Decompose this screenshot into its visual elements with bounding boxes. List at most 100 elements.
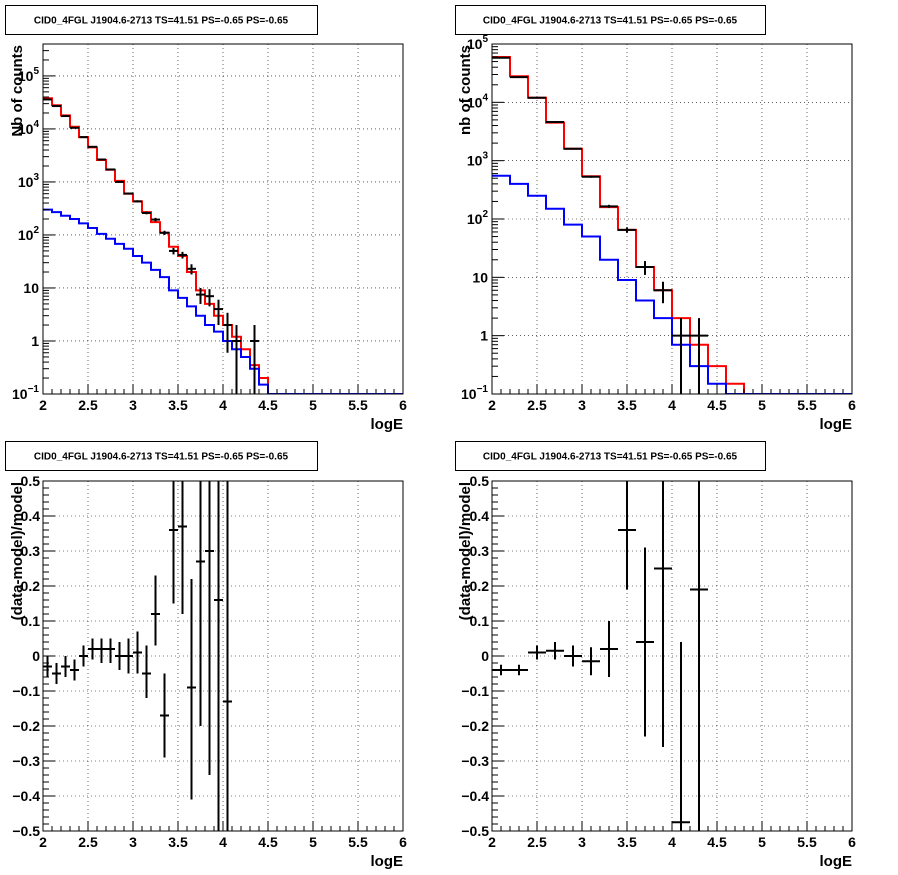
data-point — [654, 481, 672, 747]
plot-area — [43, 97, 403, 394]
data-point — [169, 247, 178, 255]
chart-title: CID0_4FGL J1904.6-2713 TS=41.51 PS=-0.65… — [34, 16, 289, 27]
data-point — [618, 227, 636, 233]
data-point — [510, 76, 528, 79]
x-tick-label: 5 — [309, 397, 317, 413]
x-tick-label: 3.5 — [168, 397, 188, 413]
y-tick-label: −0.5 — [12, 823, 40, 839]
histogram-series-2 — [492, 174, 852, 394]
y-tick-label: 0.1 — [21, 613, 41, 629]
chart-title: CID0_4FGL J1904.6-2713 TS=41.51 PS=-0.65… — [483, 452, 738, 463]
x-tick-label: 3 — [578, 397, 586, 413]
y-axis-title: (data-model)/model — [457, 482, 474, 620]
histogram-series-1 — [43, 97, 403, 394]
plot-area — [492, 481, 708, 831]
y-tick-label: 0 — [481, 648, 489, 664]
data-point — [52, 663, 61, 684]
y-tick-label: 1 — [480, 328, 488, 344]
y-tick-label: 102 — [18, 225, 40, 243]
data-point — [115, 642, 124, 670]
data-point — [115, 180, 124, 183]
data-point — [564, 645, 582, 667]
x-tick-label: 5 — [758, 834, 766, 850]
x-tick-label: 3 — [129, 834, 137, 850]
data-point — [690, 481, 708, 831]
y-tick-label: 102 — [467, 209, 489, 227]
data-point — [61, 656, 70, 677]
data-point — [160, 230, 169, 235]
data-point — [106, 168, 115, 171]
data-point — [43, 98, 52, 101]
data-point — [178, 481, 187, 614]
x-axis-title: logE — [820, 416, 853, 433]
x-tick-label: 2 — [39, 397, 47, 413]
x-tick-label: 4.5 — [707, 834, 727, 850]
y-tick-label: 0 — [32, 648, 40, 664]
plot-area — [43, 481, 232, 831]
y-tick-label: 10 — [23, 280, 39, 296]
x-tick-label: 5 — [309, 834, 317, 850]
x-tick-label: 2 — [488, 834, 496, 850]
data-point — [564, 147, 582, 150]
data-point — [654, 281, 672, 304]
x-tick-label: 6 — [848, 834, 856, 850]
chart-panel-3: CID0_4FGL J1904.6-2713 TS=41.51 PS=-0.65… — [5, 441, 407, 870]
y-tick-label: −0.4 — [461, 788, 489, 804]
y-tick-label: 0.4 — [21, 508, 41, 524]
y-tick-label: −0.2 — [461, 718, 489, 734]
y-tick-label: 0.4 — [470, 508, 490, 524]
data-point — [205, 289, 214, 307]
x-tick-label: 3.5 — [617, 834, 637, 850]
data-point — [124, 638, 133, 674]
y-tick-label: 0.5 — [21, 473, 41, 489]
x-tick-label: 5.5 — [348, 834, 368, 850]
data-point — [151, 217, 160, 222]
data-point — [97, 638, 106, 663]
y-tick-label: −0.3 — [461, 753, 489, 769]
x-tick-label: 2 — [488, 397, 496, 413]
data-point — [61, 115, 70, 118]
data-point — [133, 631, 142, 674]
x-tick-label: 5.5 — [797, 834, 817, 850]
data-point — [142, 211, 151, 215]
data-point — [528, 96, 546, 99]
y-tick-label: 10−1 — [12, 384, 39, 402]
data-point — [510, 664, 528, 676]
data-point — [187, 264, 196, 275]
y-axis-title: nb of counts — [457, 45, 474, 135]
y-tick-label: −0.3 — [12, 753, 40, 769]
x-tick-label: 6 — [848, 397, 856, 413]
data-point — [88, 638, 97, 660]
data-point — [151, 575, 160, 646]
y-axis-title: Nb of counts — [9, 45, 26, 137]
chart-panel-1: CID0_4FGL J1904.6-2713 TS=41.51 PS=-0.65… — [5, 5, 407, 433]
y-tick-label: 0.2 — [21, 578, 41, 594]
y-tick-label: 104 — [18, 119, 40, 137]
data-point — [106, 638, 115, 663]
chart-panel-4: CID0_4FGL J1904.6-2713 TS=41.51 PS=-0.65… — [455, 441, 856, 870]
x-tick-label: 3.5 — [617, 397, 637, 413]
x-tick-label: 2.5 — [78, 397, 98, 413]
data-point — [582, 175, 600, 178]
y-tick-label: −0.4 — [12, 788, 40, 804]
y-tick-label: 0.2 — [470, 578, 490, 594]
data-point — [88, 145, 97, 148]
x-axis-title: logE — [820, 853, 853, 870]
data-point — [43, 656, 52, 677]
x-tick-label: 4.5 — [258, 834, 278, 850]
data-point — [97, 158, 106, 161]
x-tick-label: 3.5 — [168, 834, 188, 850]
x-tick-label: 2 — [39, 834, 47, 850]
x-tick-label: 6 — [399, 397, 407, 413]
y-tick-label: −0.1 — [461, 683, 489, 699]
y-tick-label: 103 — [467, 151, 489, 169]
data-point — [636, 261, 654, 275]
data-point — [52, 105, 61, 108]
chart-title-box — [5, 5, 318, 35]
x-tick-label: 5 — [758, 397, 766, 413]
data-point — [187, 579, 196, 800]
data-point — [690, 318, 708, 394]
y-tick-label: 103 — [18, 172, 40, 190]
x-tick-label: 2.5 — [527, 397, 547, 413]
